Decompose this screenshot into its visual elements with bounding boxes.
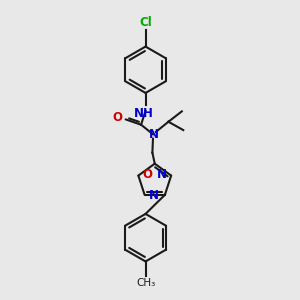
Text: N: N — [149, 189, 159, 202]
Text: NH: NH — [134, 107, 154, 120]
Text: O: O — [142, 168, 152, 181]
Text: O: O — [113, 111, 123, 124]
Text: N: N — [148, 128, 159, 141]
Text: N: N — [157, 169, 167, 182]
Text: Cl: Cl — [139, 16, 152, 29]
Text: CH₃: CH₃ — [136, 278, 155, 288]
